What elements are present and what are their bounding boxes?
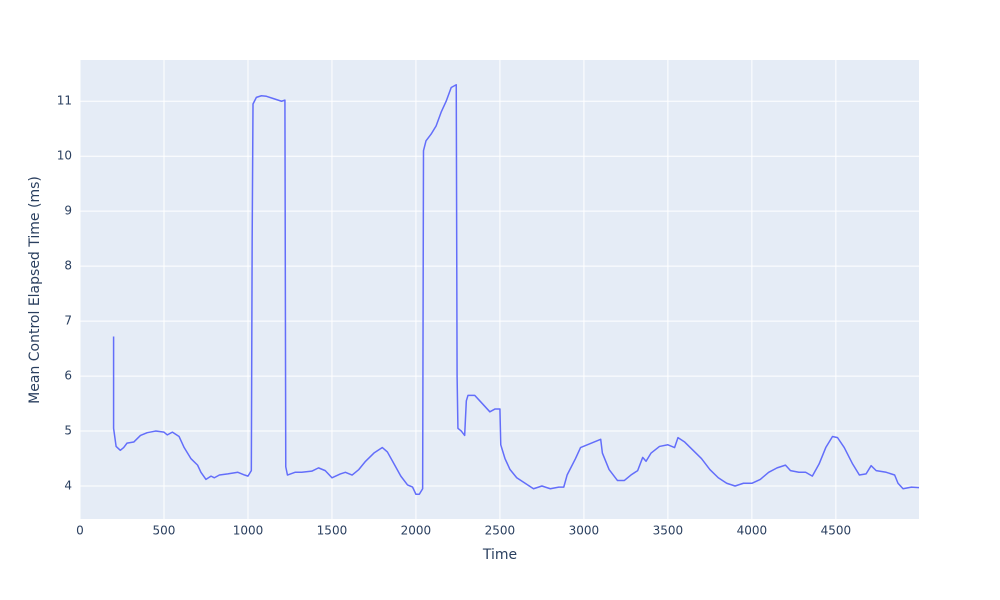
x-axis-title: Time — [482, 547, 517, 563]
x-tick-label: 3000 — [569, 524, 600, 538]
x-tick-label: 3500 — [653, 524, 684, 538]
y-tick-label: 6 — [64, 369, 72, 383]
y-tick-label: 7 — [64, 314, 72, 328]
y-axis-title: Mean Control Elapsed Time (ms) — [27, 176, 43, 404]
x-tick-label: 4500 — [821, 524, 852, 538]
y-tick-label: 8 — [64, 259, 72, 273]
x-tick-label: 1500 — [317, 524, 348, 538]
x-tick-label: 0 — [76, 524, 84, 538]
x-tick-label: 500 — [153, 524, 176, 538]
x-tick-label: 2000 — [401, 524, 432, 538]
y-tick-label: 10 — [57, 149, 72, 163]
x-tick-label: 1000 — [233, 524, 264, 538]
x-tick-label: 2500 — [485, 524, 516, 538]
y-tick-label: 4 — [64, 479, 72, 493]
x-tick-label: 4000 — [737, 524, 768, 538]
y-tick-label: 5 — [64, 424, 72, 438]
y-tick-label: 11 — [57, 94, 72, 108]
data-line — [112, 83, 920, 496]
y-tick-label: 9 — [64, 204, 72, 218]
